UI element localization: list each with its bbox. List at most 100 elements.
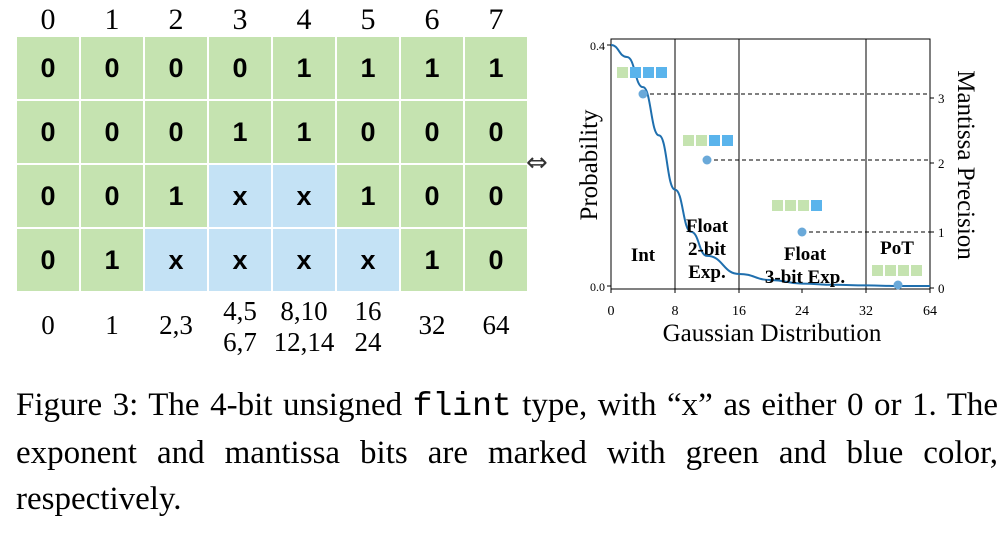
bit-position-label: 4 xyxy=(296,3,312,36)
decoded-value-line: 6,7 xyxy=(223,327,257,357)
exponent-bit-cell: 1 xyxy=(400,36,464,100)
decoded-value-line: 4,5 xyxy=(223,296,257,326)
exponent-bit-square xyxy=(872,265,883,276)
caption-text-start: Figure 3: The 4-bit unsigned xyxy=(16,387,413,423)
exponent-bit-cell: 0 xyxy=(144,100,208,164)
exponent-bit-square xyxy=(785,200,796,211)
exponent-bit-cell: 1 xyxy=(464,36,528,100)
exponent-bit-cell: 0 xyxy=(144,36,208,100)
bit-position-label: 2 xyxy=(168,3,184,36)
decoded-value-line: 12,14 xyxy=(273,327,335,357)
exponent-bit-cell: 0 xyxy=(80,36,144,100)
exponent-bit-cell: 0 xyxy=(16,164,80,228)
decoded-value: 4,5 6,7 xyxy=(208,296,272,358)
plot-frame xyxy=(610,38,931,290)
mantissa-bit-square xyxy=(811,200,822,211)
figure-caption: Figure 3: The 4-bit unsigned flint type,… xyxy=(16,382,998,522)
mantissa-bit-square xyxy=(709,135,720,146)
exponent-bit-cell: 1 xyxy=(80,228,144,292)
exponent-bit-cell: 0 xyxy=(400,100,464,164)
mantissa-bit-square xyxy=(630,67,641,78)
y-axis-label-left: Probability xyxy=(576,109,603,221)
mantissa-bit-cell: x xyxy=(208,164,272,228)
exponent-bit-square xyxy=(772,200,783,211)
x-tick-label: 0 xyxy=(608,304,615,319)
decoded-value-line: 24 xyxy=(354,327,382,357)
region-label: 3-bit Exp. xyxy=(765,267,845,288)
y-axis-label-right: Mantissa Precision xyxy=(952,70,979,260)
decoded-value: 8,10 12,14 xyxy=(272,296,336,358)
precision-point xyxy=(638,89,648,99)
exponent-bit-square xyxy=(911,265,922,276)
x-axis-label: Gaussian Distribution xyxy=(663,320,882,347)
x-tick-label: 64 xyxy=(923,304,937,319)
mantissa-bit-square xyxy=(643,67,654,78)
precision-point xyxy=(797,227,807,237)
x-tick-label: 8 xyxy=(672,304,679,319)
bit-position-label: 5 xyxy=(360,3,376,36)
decoded-value-line: 1 xyxy=(105,310,119,340)
exponent-bit-cell: 1 xyxy=(272,36,336,100)
decoded-value: 16 24 xyxy=(336,296,400,358)
mantissa-bit-cell: x xyxy=(208,228,272,292)
y-right-tick-label: 2 xyxy=(938,156,945,171)
x-tick-label: 24 xyxy=(795,304,809,319)
exponent-bit-cell: 1 xyxy=(336,36,400,100)
y-right-tick-label: 0 xyxy=(938,281,945,296)
region-label: Int xyxy=(631,245,656,266)
caption-code: flint xyxy=(412,388,512,425)
exponent-bit-square xyxy=(798,200,809,211)
exponent-bit-square xyxy=(696,135,707,146)
gaussian-curve xyxy=(611,44,930,287)
region-label: Exp. xyxy=(688,262,726,283)
bit-position-label: 3 xyxy=(232,3,248,36)
decoded-value-line: 64 xyxy=(482,310,510,340)
decoded-value: 1 xyxy=(80,310,144,341)
mantissa-bit-cell: x xyxy=(144,228,208,292)
decoded-value: 2,3 xyxy=(144,310,208,341)
exponent-bit-cell: 1 xyxy=(336,164,400,228)
mantissa-bit-cell: x xyxy=(336,228,400,292)
exponent-bit-cell: 0 xyxy=(464,100,528,164)
exponent-bit-cell: 0 xyxy=(400,164,464,228)
bit-position-label: 6 xyxy=(424,3,440,36)
exponent-bit-cell: 0 xyxy=(80,164,144,228)
exponent-bit-square xyxy=(898,265,909,276)
decoded-value-line: 32 xyxy=(418,310,446,340)
region-label: Float xyxy=(784,244,827,265)
exponent-bit-cell: 0 xyxy=(16,228,80,292)
bit-position-label: 7 xyxy=(488,3,504,36)
mantissa-bit-cell: x xyxy=(272,164,336,228)
exponent-bit-cell: 0 xyxy=(208,36,272,100)
exponent-bit-cell: 0 xyxy=(464,228,528,292)
double-arrow-icon: ⇔ xyxy=(526,148,548,178)
exponent-bit-cell: 0 xyxy=(16,100,80,164)
y-left-tick-label: 0.4 xyxy=(590,39,605,53)
caption-text-end: type, with “x” as either 0 or 1. The exp… xyxy=(16,387,998,517)
exponent-bit-cell: 0 xyxy=(80,100,144,164)
exponent-bit-square xyxy=(683,135,694,146)
exponent-bit-cell: 1 xyxy=(144,164,208,228)
exponent-bit-cell: 0 xyxy=(336,100,400,164)
decoded-value: 64 xyxy=(464,310,528,341)
exponent-bit-square xyxy=(885,265,896,276)
decoded-value: 32 xyxy=(400,310,464,341)
y-right-tick-label: 1 xyxy=(938,225,945,240)
exponent-bit-square xyxy=(617,67,628,78)
region-label: PoT xyxy=(880,238,914,259)
decoded-value-line: 0 xyxy=(41,310,55,340)
exponent-bit-cell: 1 xyxy=(272,100,336,164)
exponent-bit-cell: 0 xyxy=(16,36,80,100)
y-right-tick-label: 3 xyxy=(938,91,945,106)
y-left-tick-label: 0.0 xyxy=(590,280,605,294)
bit-position-label: 0 xyxy=(40,3,56,36)
decoded-value-line: 2,3 xyxy=(159,310,193,340)
region-label: 2-bit xyxy=(688,239,727,260)
exponent-bit-cell: 1 xyxy=(400,228,464,292)
precision-point xyxy=(702,155,712,165)
mantissa-bit-square xyxy=(722,135,733,146)
decoded-value: 0 xyxy=(16,310,80,341)
mantissa-bit-cell: x xyxy=(272,228,336,292)
